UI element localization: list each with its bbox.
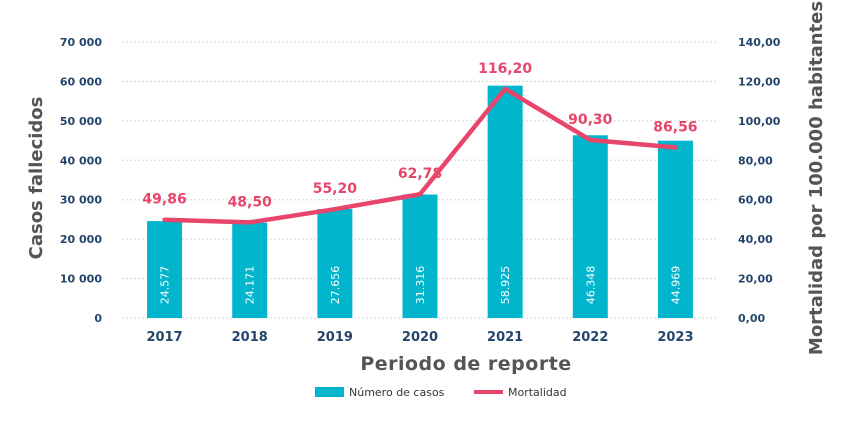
bar	[487, 85, 523, 318]
category-label: 2018	[232, 330, 268, 345]
category-label: 2020	[402, 330, 438, 345]
right-tick-label: 80,00	[738, 154, 773, 167]
right-tick-label: 60,00	[738, 194, 773, 207]
mortality-value-label: 90,30	[568, 112, 613, 128]
right-tick-label: 120,00	[738, 75, 781, 88]
mortality-point	[162, 217, 167, 222]
bar	[657, 140, 693, 318]
mortality-value-label: 116,20	[478, 61, 532, 77]
x-axis-title: Periodo de reporte	[360, 353, 571, 375]
category-label: 2023	[657, 330, 693, 345]
category-label: 2021	[487, 330, 523, 345]
left-tick-label: 10 000	[60, 273, 102, 286]
right-tick-label: 40,00	[738, 233, 773, 246]
bar-value-label: 27.656	[329, 266, 342, 305]
legend-label-mortality: Mortalidad	[508, 386, 567, 399]
bar	[317, 208, 353, 318]
mortality-point	[503, 86, 508, 91]
bar	[402, 194, 438, 318]
bar	[147, 221, 183, 318]
right-tick-label: 100,00	[738, 115, 781, 128]
mortality-value-label: 62,78	[398, 166, 442, 182]
legend-label-cases: Número de casos	[349, 386, 445, 399]
right-axis-title: Mortalidad por 100.000 habitantes	[806, 1, 827, 355]
mortality-value-label: 49,86	[142, 192, 186, 208]
bar-value-label: 24.577	[159, 266, 172, 305]
mortality-point	[673, 145, 678, 150]
bar-value-label: 44.969	[669, 266, 682, 305]
right-tick-label: 140,00	[738, 36, 781, 49]
left-tick-label: 70 000	[60, 36, 102, 49]
bar-value-label: 46.348	[584, 266, 597, 305]
mortality-line-group	[162, 86, 678, 225]
left-tick-label: 50 000	[60, 115, 102, 128]
bar-value-label: 58.925	[499, 266, 512, 305]
bar-value-label: 24.171	[244, 266, 257, 305]
mortality-point	[588, 137, 593, 142]
mortality-point	[332, 207, 337, 212]
category-labels: 2017 2018 2019 2020 2021 2022 2023	[146, 330, 693, 345]
line-labels: 49,86 48,50 55,20 62,78 116,20 90,30 86,56	[142, 61, 697, 210]
mortality-point	[418, 192, 422, 197]
left-tick-label: 0	[94, 312, 102, 325]
bar	[232, 222, 268, 318]
mortality-value-label: 48,50	[228, 194, 273, 210]
left-axis-title: Casos fallecidos	[26, 97, 47, 260]
category-label: 2022	[572, 330, 608, 345]
bar	[572, 135, 608, 318]
bar-labels: 24.577 24.171 27.656 31.316 58.925 46.348 44.9…	[159, 266, 683, 305]
category-label: 2019	[317, 330, 353, 345]
mortality-value-label: 86,56	[653, 119, 697, 135]
right-tick-label: 20,00	[738, 273, 773, 286]
left-axis-ticks: 0 10 000 20 000 30 000 40 000 50 000 60 000 70 …	[60, 36, 102, 325]
legend-swatch-cases	[315, 387, 344, 397]
left-tick-label: 20 000	[60, 233, 102, 246]
left-tick-label: 30 000	[60, 194, 102, 207]
category-label: 2017	[146, 330, 182, 345]
bars	[147, 85, 693, 318]
left-tick-label: 40 000	[60, 154, 102, 167]
right-axis-ticks: 0,00 20,00 40,00 60,00 80,00 100,00 120,00 140,…	[738, 36, 781, 325]
legend-swatch-mortality	[474, 390, 503, 394]
mortality-value-label: 55,20	[313, 181, 358, 197]
right-tick-label: 0,00	[738, 312, 765, 325]
bar-value-label: 31.316	[414, 266, 427, 305]
left-tick-label: 60 000	[60, 75, 102, 88]
mortality-point	[247, 220, 252, 225]
legend: Número de casos Mortalidad	[315, 386, 567, 399]
